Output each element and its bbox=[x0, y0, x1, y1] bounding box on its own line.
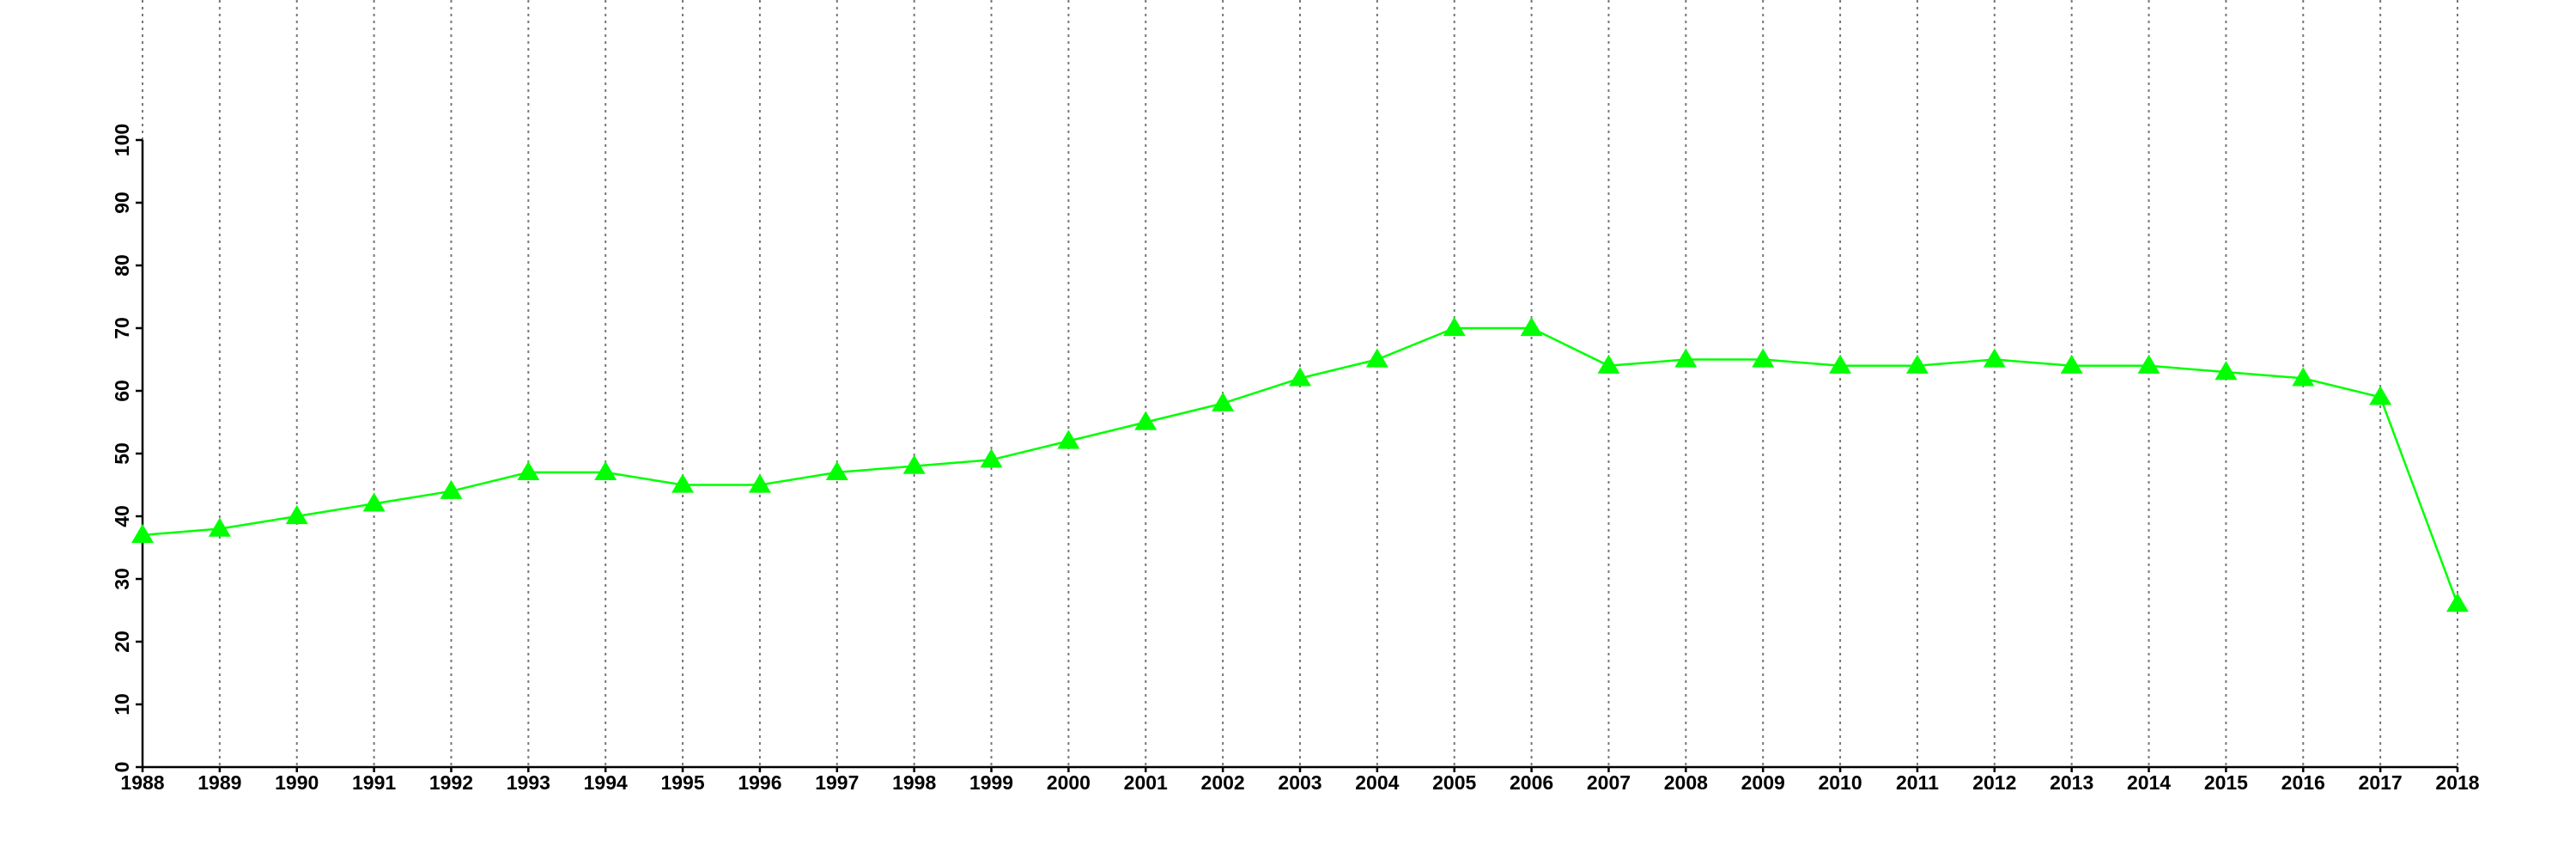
x-tick-label: 2015 bbox=[2204, 771, 2248, 794]
marker bbox=[1597, 354, 1620, 374]
marker bbox=[362, 492, 386, 512]
x-tick-label: 2002 bbox=[1201, 771, 1245, 794]
x-tick-label: 2009 bbox=[1741, 771, 1785, 794]
marker bbox=[1520, 317, 1543, 337]
marker bbox=[2446, 593, 2469, 612]
x-tick-label: 2012 bbox=[1972, 771, 2016, 794]
x-tick-label: 2011 bbox=[1896, 771, 1939, 794]
x-tick-label: 1997 bbox=[815, 771, 859, 794]
marker bbox=[1752, 348, 1775, 368]
marker bbox=[517, 460, 540, 480]
x-tick-label: 2014 bbox=[2127, 771, 2171, 794]
x-tick-label: 1989 bbox=[197, 771, 241, 794]
marker bbox=[2369, 386, 2392, 405]
y-tick-label: 100 bbox=[111, 124, 133, 156]
x-tick-label: 2005 bbox=[1432, 771, 1476, 794]
marker bbox=[980, 448, 1003, 468]
marker bbox=[1829, 354, 1852, 374]
marker bbox=[1057, 430, 1080, 449]
x-tick-label: 2013 bbox=[2050, 771, 2093, 794]
x-tick-label: 1992 bbox=[429, 771, 473, 794]
marker bbox=[1674, 348, 1698, 368]
x-tick-label: 1991 bbox=[352, 771, 396, 794]
x-tick-label: 2004 bbox=[1355, 771, 1399, 794]
marker bbox=[671, 473, 695, 493]
marker bbox=[2292, 367, 2315, 387]
marker bbox=[1365, 348, 1388, 368]
y-tick-label: 70 bbox=[111, 317, 133, 339]
x-tick-label: 1996 bbox=[738, 771, 781, 794]
y-tick-label: 50 bbox=[111, 442, 133, 465]
y-tick-label: 90 bbox=[111, 192, 133, 214]
marker bbox=[2215, 361, 2238, 381]
y-tick-label: 10 bbox=[111, 693, 133, 716]
marker bbox=[1983, 348, 2006, 368]
marker bbox=[902, 454, 926, 474]
x-tick-label: 1993 bbox=[507, 771, 550, 794]
x-tick-label: 1999 bbox=[969, 771, 1013, 794]
x-tick-label: 2000 bbox=[1047, 771, 1091, 794]
x-tick-label: 2016 bbox=[2281, 771, 2325, 794]
y-tick-label: 0 bbox=[111, 762, 133, 773]
marker bbox=[131, 523, 154, 543]
marker bbox=[1134, 411, 1157, 430]
x-tick-label: 1995 bbox=[660, 771, 704, 794]
marker bbox=[285, 505, 308, 525]
x-tick-label: 2017 bbox=[2359, 771, 2403, 794]
x-tick-label: 2018 bbox=[2435, 771, 2479, 794]
marker bbox=[748, 473, 771, 493]
marker bbox=[1443, 317, 1466, 337]
marker bbox=[594, 460, 617, 480]
marker bbox=[1212, 392, 1235, 411]
y-tick-label: 40 bbox=[111, 505, 133, 527]
y-tick-label: 20 bbox=[111, 631, 133, 653]
marker bbox=[208, 517, 231, 537]
x-tick-label: 2008 bbox=[1664, 771, 1708, 794]
y-tick-label: 30 bbox=[111, 568, 133, 590]
x-tick-label: 1990 bbox=[275, 771, 319, 794]
x-tick-label: 2010 bbox=[1818, 771, 1862, 794]
x-tick-label: 1998 bbox=[892, 771, 936, 794]
marker bbox=[2060, 354, 2083, 374]
x-tick-label: 2003 bbox=[1278, 771, 1321, 794]
marker bbox=[1905, 354, 1929, 374]
x-tick-label: 2007 bbox=[1587, 771, 1631, 794]
x-tick-label: 1988 bbox=[120, 771, 164, 794]
marker bbox=[825, 460, 848, 480]
marker bbox=[1289, 367, 1311, 387]
x-tick-label: 2006 bbox=[1510, 771, 1553, 794]
marker bbox=[440, 479, 463, 499]
x-tick-label: 1994 bbox=[584, 771, 628, 794]
marker bbox=[2137, 354, 2160, 374]
y-tick-label: 60 bbox=[111, 380, 133, 402]
x-tick-label: 2001 bbox=[1124, 771, 1168, 794]
y-tick-label: 80 bbox=[111, 254, 133, 277]
